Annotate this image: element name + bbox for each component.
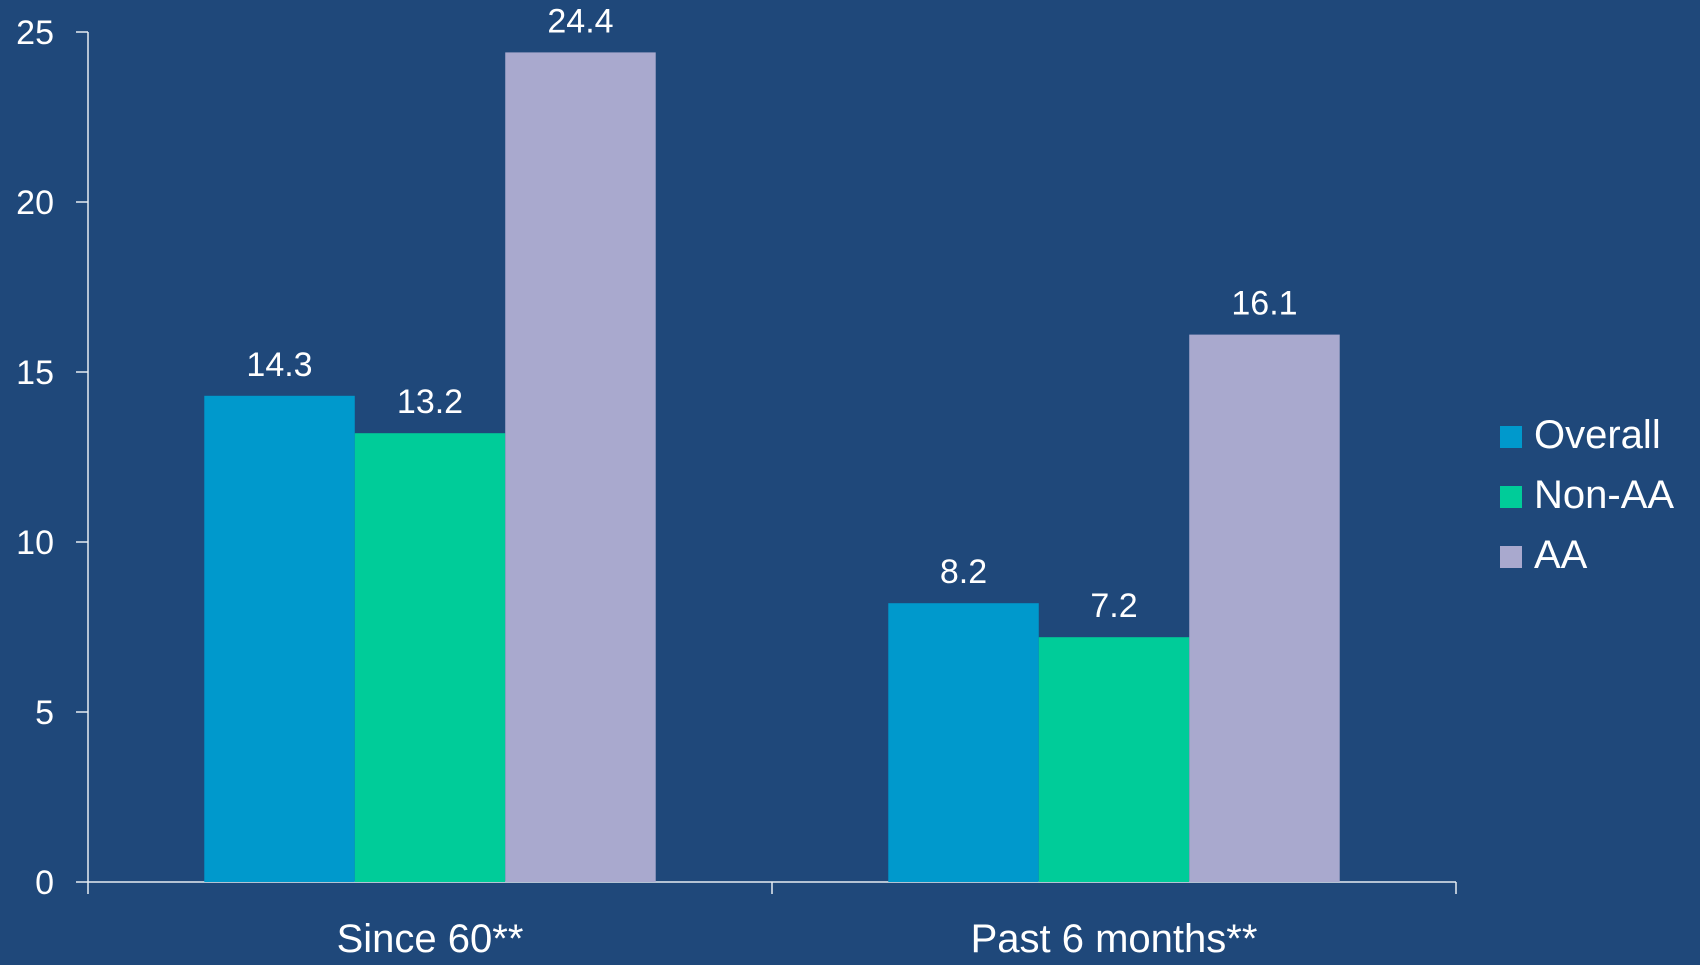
legend-swatch <box>1500 546 1522 568</box>
y-tick-label: 20 <box>16 184 54 222</box>
data-label: 8.2 <box>940 553 987 591</box>
x-category-label: Since 60** <box>337 917 524 960</box>
data-label: 16.1 <box>1231 285 1297 323</box>
bar <box>204 395 355 882</box>
bars <box>204 52 1340 883</box>
bar <box>888 603 1039 882</box>
y-tick-label: 25 <box>16 14 54 52</box>
legend-label: Non-AA <box>1534 473 1674 517</box>
bar <box>354 433 506 882</box>
data-label: 7.2 <box>1090 587 1137 625</box>
bar <box>1038 637 1190 882</box>
bar <box>1189 334 1340 883</box>
legend-swatch <box>1500 426 1522 448</box>
data-label: 24.4 <box>547 2 613 40</box>
legend: Overall Non-AA AA <box>1500 413 1674 577</box>
y-tick-label: 15 <box>16 354 54 392</box>
y-tick-label: 10 <box>16 524 54 562</box>
legend-swatch <box>1500 486 1522 508</box>
legend-label: AA <box>1534 533 1588 577</box>
legend-label: Overall <box>1534 413 1661 457</box>
data-label: 13.2 <box>397 383 463 421</box>
data-label: 14.3 <box>246 346 312 384</box>
axes: 0 5 10 15 20 25 Since 60** Past 6 months** <box>16 14 1457 961</box>
x-category-label: Past 6 months** <box>971 917 1258 960</box>
bar <box>505 52 656 882</box>
y-tick-label: 0 <box>35 864 54 902</box>
y-tick-label: 5 <box>35 694 54 732</box>
data-labels: 14.3 13.2 24.4 8.2 7.2 16.1 <box>246 2 1297 625</box>
